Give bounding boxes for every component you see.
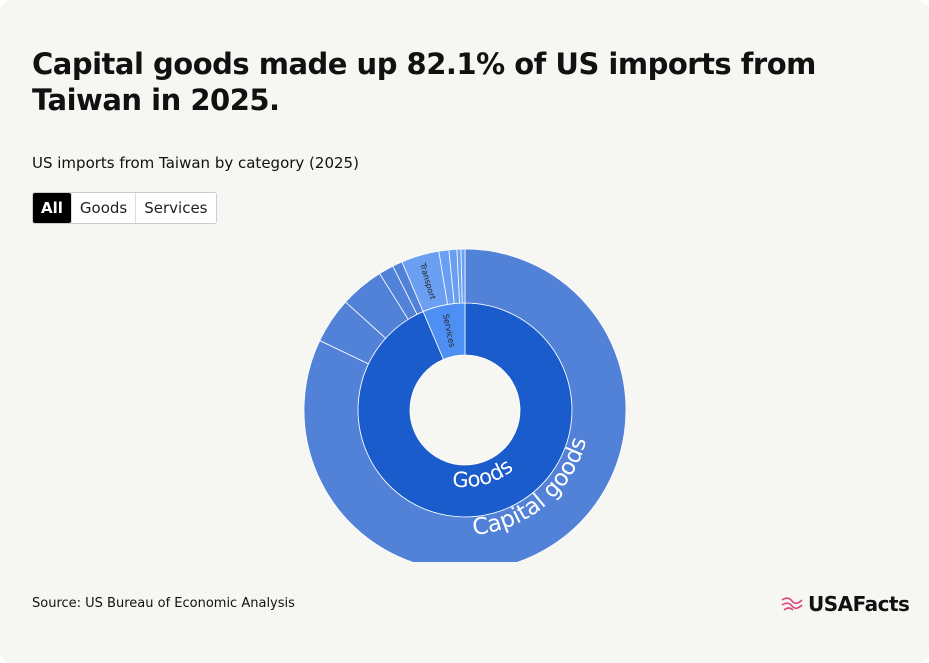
- logo: USAFacts: [780, 592, 910, 616]
- tab[interactable]: All: [33, 193, 71, 223]
- tab-group: All Goods Services: [32, 192, 217, 224]
- title: Capital goods made up 82.1% of US import…: [32, 47, 816, 117]
- logo-icon: [781, 597, 803, 611]
- segment: [303, 248, 627, 562]
- tab[interactable]: Goods: [70, 193, 136, 223]
- segment: [460, 248, 466, 304]
- logo-text: USAFacts: [808, 592, 910, 616]
- source: Source: US Bureau of Economic Analysis: [32, 596, 295, 611]
- tab[interactable]: Services: [135, 193, 216, 223]
- subtitle: US imports from Taiwan by category (2025…: [32, 154, 359, 172]
